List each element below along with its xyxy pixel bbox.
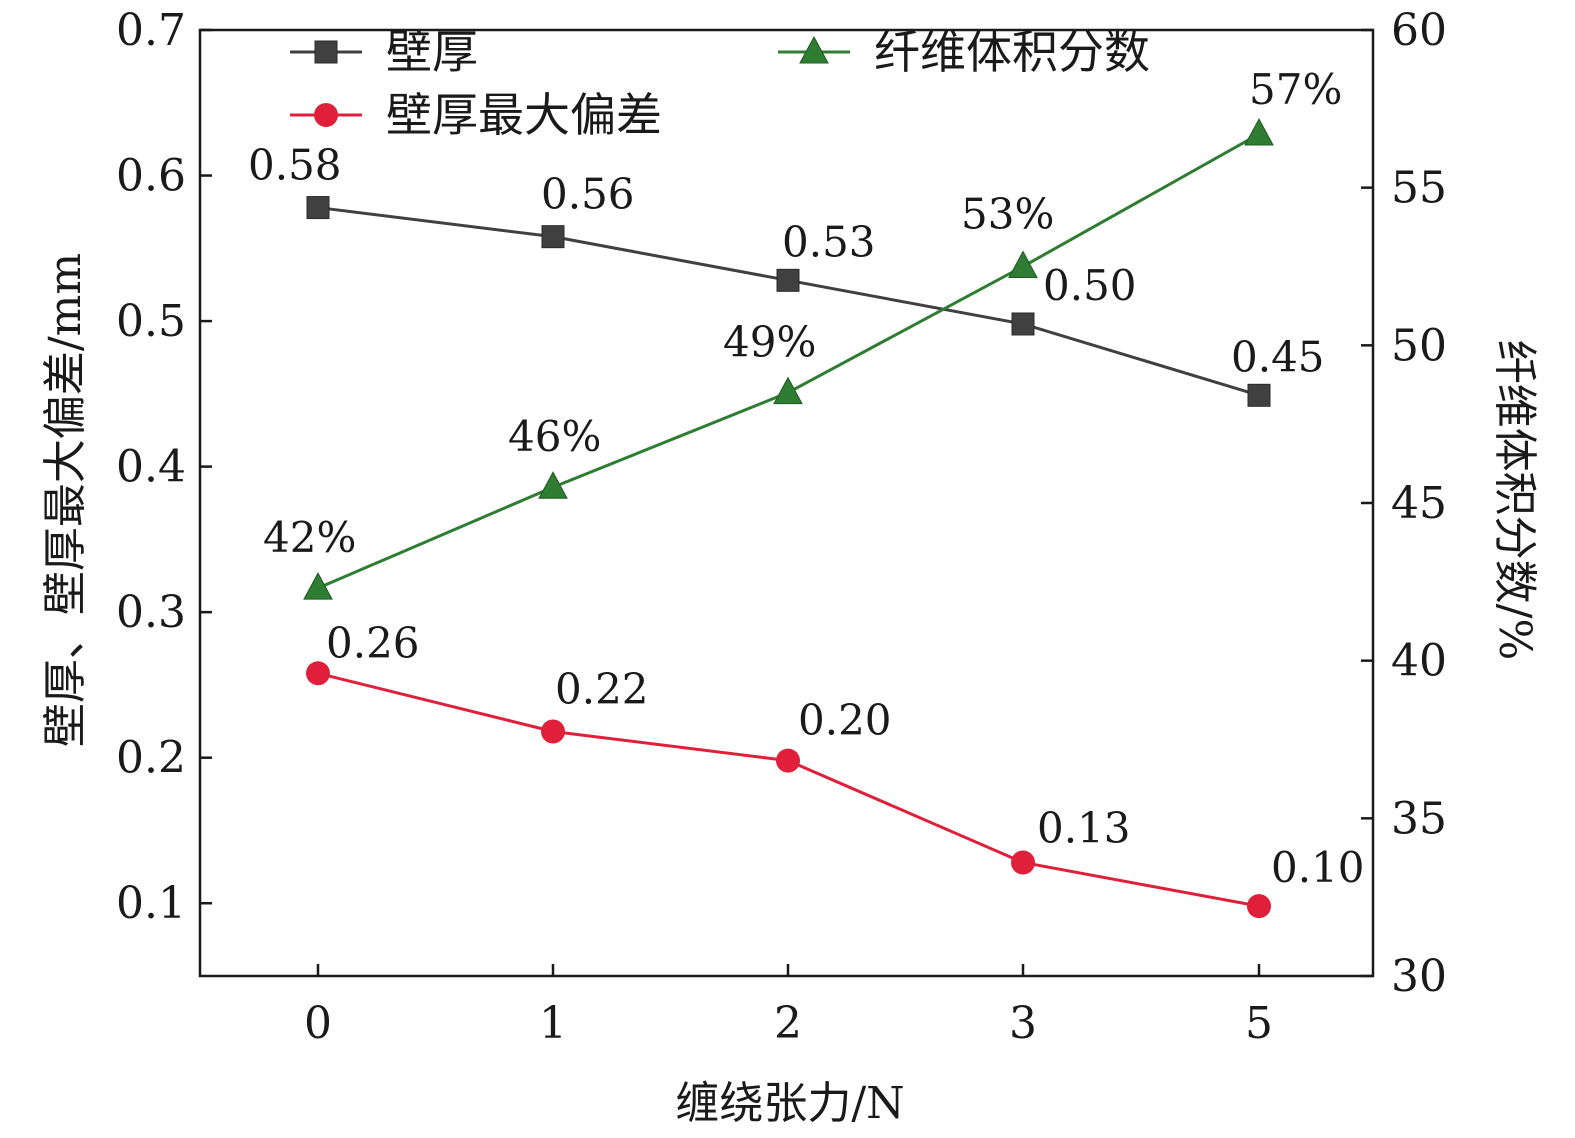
y-right-tick-label: 40 [1391,636,1447,687]
data-label: 0.13 [1037,803,1131,852]
legend-label: 壁厚 [386,25,478,79]
data-label: 53% [961,190,1054,239]
y-right-tick-label: 45 [1391,478,1447,529]
y-left-tick-label: 0.7 [116,5,186,56]
data-point [1011,850,1035,875]
x-tick-label: 3 [1009,998,1037,1049]
x-tick-label: 0 [304,998,332,1049]
y-right-tick-label: 50 [1391,320,1447,371]
data-point [773,376,803,405]
data-point [1247,894,1271,919]
y-left-tick-label: 0.5 [116,296,186,347]
data-label: 0.58 [248,141,342,190]
legend-label: 壁厚最大偏差 [386,88,662,142]
data-label: 0.53 [782,217,876,266]
y-right-tick-label: 30 [1391,951,1447,1002]
data-label: 49% [723,318,816,367]
series-line [317,671,1260,908]
x-tick-label: 5 [1245,998,1273,1049]
plot-frame [198,28,1375,978]
x-tick-label: 2 [774,998,802,1049]
data-point [776,268,800,292]
x-axis-title: 缠绕张力/N [675,1078,904,1129]
legend-marker [314,103,338,127]
data-label: 0.10 [1271,843,1365,892]
y-left-tick-label: 0.1 [116,878,186,929]
data-label: 0.45 [1231,332,1325,381]
legend-marker [799,35,829,64]
data-point [541,719,565,744]
legend-label: 纤维体积分数 [874,25,1150,79]
data-point [306,661,330,686]
data-point [541,225,565,249]
y-right-tick-label: 55 [1391,163,1447,214]
y-left-tick-label: 0.3 [116,587,186,638]
data-point [776,748,800,773]
data-point [1008,250,1038,278]
data-label: 42% [263,513,356,562]
data-label: 0.22 [555,664,649,713]
data-point [538,471,568,499]
data-label: 0.50 [1043,261,1137,310]
data-labels: 0.58 0.56 0.53 0.50 0.45 42% 46% 49% 53% 57% 0.26 0… [248,65,1365,892]
data-label: 0.26 [326,618,420,667]
data-point [306,196,330,220]
y-axis-right-title: 纤维体积分数/% [1489,340,1540,661]
series-layer [303,118,1274,919]
data-label: 0.20 [798,696,892,745]
y-right-tick-label: 35 [1391,793,1447,844]
y-left-tick-label: 0.2 [116,733,186,784]
data-label: 0.56 [541,170,635,219]
y-axis-left-title: 壁厚、壁厚最大偏差/mm [40,253,91,747]
data-point [1011,312,1035,336]
data-point [1244,118,1274,146]
legend-marker [314,40,338,64]
y-right-tick-label: 60 [1391,5,1447,56]
y-left-tick-label: 0.4 [116,442,186,493]
data-point [1247,383,1271,407]
data-label: 57% [1249,65,1342,114]
data-label: 46% [508,412,601,461]
data-point [303,572,333,600]
y-left-tick-label: 0.6 [116,151,186,202]
x-tick-label: 1 [539,998,567,1049]
